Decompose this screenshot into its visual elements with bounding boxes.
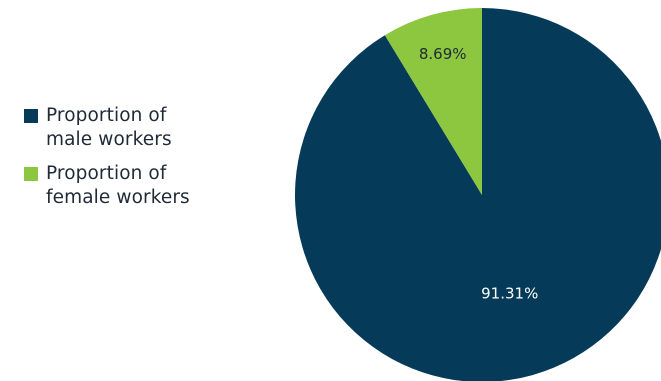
- legend-swatch-male: [24, 109, 38, 123]
- legend-item-female: Proportion of female workers: [22, 162, 262, 210]
- pie-slices: [295, 8, 661, 381]
- slice-label-male: 91.31%: [481, 285, 538, 303]
- slice-female: [384, 8, 482, 195]
- legend: Proportion of male workers Proportion of…: [22, 104, 262, 220]
- legend-swatch-female: [24, 167, 38, 181]
- legend-label-female: Proportion of female workers: [46, 163, 190, 208]
- legend-item-male: Proportion of male workers: [22, 104, 262, 152]
- pie-labels: 91.31% 8.69%: [419, 45, 538, 302]
- legend-label-male: Proportion of male workers: [46, 105, 172, 150]
- slice-label-female: 8.69%: [419, 45, 467, 63]
- slice-male: [295, 8, 661, 381]
